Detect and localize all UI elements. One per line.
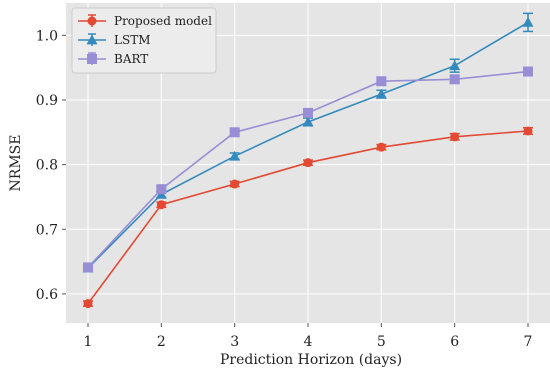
data-point [302,116,314,127]
data-point [449,60,461,71]
x-tick-label: 2 [157,334,166,350]
legend-label: BART [114,52,148,66]
y-tick-label: 0.7 [36,222,58,238]
data-point [303,107,313,118]
series-bart [83,66,533,273]
tick-labels: 1 2 3 4 5 6 7 0.6 0.7 0.8 0.9 1.0 [36,28,533,350]
data-point [229,150,241,161]
y-axis-label: NRMSE [8,135,24,192]
data-point [376,76,387,87]
legend-swatch-marker [86,34,98,45]
data-point [523,126,533,136]
y-tick-label: 1.0 [36,28,58,44]
y-tick-label: 0.6 [36,287,58,303]
legend: Proposed model LSTM BART [71,7,217,74]
data-point [522,16,534,27]
x-tick-label: 5 [377,334,386,350]
data-point [523,66,533,77]
x-tick-label: 7 [524,334,533,350]
series-proposed-model [83,126,533,309]
legend-swatch-marker [87,16,97,26]
data-point [156,200,166,210]
data-point [375,88,387,99]
legend-swatch-marker [87,54,97,64]
data-point [83,262,93,273]
legend-box [71,7,217,74]
data-point [450,132,460,142]
data-point [376,142,386,152]
data-point [230,179,240,189]
legend-entry: Proposed model [78,14,212,28]
legend-entry: LSTM [78,33,150,47]
data-point [83,299,93,309]
data-point [449,74,460,85]
series [82,12,534,309]
y-tick-label: 0.9 [36,93,58,109]
data-point [303,158,313,168]
x-tick-label: 6 [450,334,459,350]
x-tick-label: 1 [84,334,93,350]
x-tick-label: 4 [304,334,313,350]
x-axis-label: Prediction Horizon (days) [220,352,402,368]
data-point [156,184,167,195]
legend-entry: BART [78,52,148,66]
legend-label: LSTM [114,33,150,47]
x-tick-label: 3 [230,334,239,350]
y-tick-label: 0.8 [36,158,58,174]
data-point [229,127,240,138]
legend-label: Proposed model [114,14,212,28]
